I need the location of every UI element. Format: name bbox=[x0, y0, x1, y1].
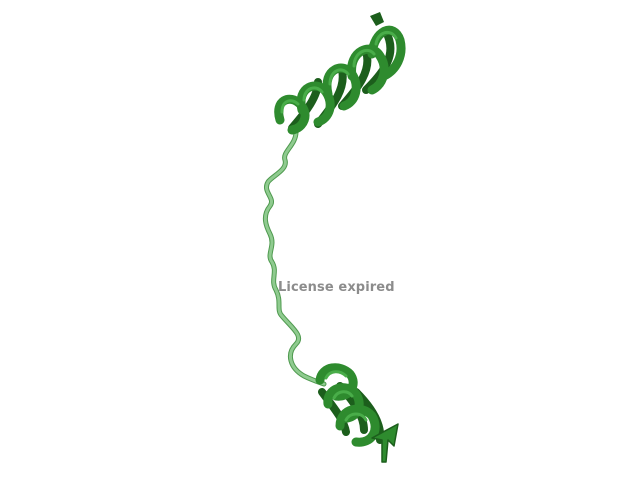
coil-body bbox=[263, 130, 326, 386]
coil-loop bbox=[262, 129, 327, 387]
helix-c-terminal bbox=[315, 363, 399, 463]
helix-n-terminal bbox=[274, 12, 406, 135]
helix-top-front-ribbon bbox=[274, 25, 406, 135]
protein-cartoon bbox=[262, 12, 406, 463]
helix-bottom-highlight bbox=[324, 370, 368, 422]
helix-top-tip bbox=[370, 12, 384, 26]
helix-bottom-arrow bbox=[371, 423, 399, 463]
license-watermark: License expired bbox=[278, 280, 395, 295]
helix-top-highlight bbox=[280, 30, 398, 114]
helix-top-back-ribbon bbox=[288, 28, 395, 132]
